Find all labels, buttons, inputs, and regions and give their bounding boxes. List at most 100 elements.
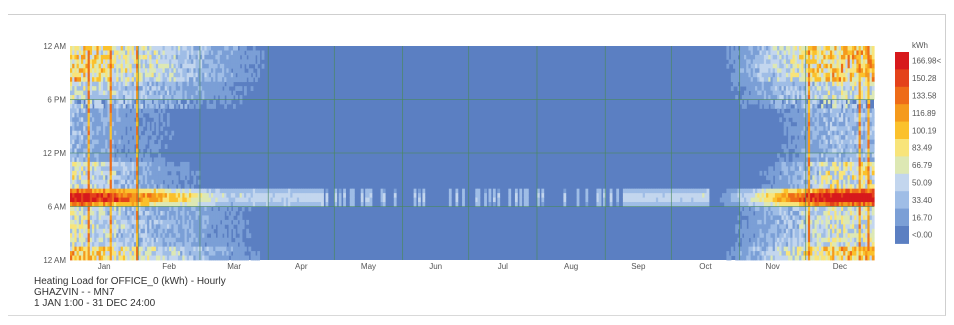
heatmap-cell bbox=[763, 103, 767, 109]
heatmap-cell bbox=[305, 202, 309, 207]
heatmap-cell bbox=[78, 251, 82, 256]
heatmap-cell bbox=[96, 117, 100, 123]
heatmap-cell bbox=[796, 170, 800, 176]
heatmap-cell bbox=[70, 139, 73, 145]
heatmap-cell bbox=[78, 86, 82, 91]
heatmap-cell bbox=[779, 59, 783, 65]
heatmap-cell bbox=[171, 219, 175, 225]
heatmap-cell bbox=[237, 54, 241, 60]
heatmap-cell bbox=[766, 255, 769, 261]
heatmap-cell bbox=[103, 50, 106, 56]
heatmap-cell bbox=[785, 148, 789, 154]
heatmap-cell bbox=[208, 63, 212, 69]
heatmap-cell bbox=[785, 210, 789, 216]
heatmap-cell bbox=[737, 72, 741, 78]
heatmap-cell bbox=[175, 228, 179, 234]
heatmap-cell bbox=[772, 50, 776, 56]
heatmap-cell bbox=[136, 95, 139, 100]
heatmap-cell bbox=[140, 86, 144, 91]
heatmap-cell bbox=[633, 193, 637, 198]
heatmap-cell bbox=[818, 175, 822, 181]
heatmap-cell bbox=[807, 46, 811, 51]
heatmap-cell bbox=[805, 228, 809, 234]
heatmap-cell bbox=[233, 251, 236, 256]
heatmap-cell bbox=[750, 197, 754, 203]
heatmap-cell bbox=[255, 50, 258, 56]
heatmap-cell bbox=[233, 202, 236, 207]
heatmap-cell bbox=[151, 68, 155, 74]
heatmap-cell bbox=[221, 242, 225, 248]
heatmap-cell bbox=[757, 46, 761, 51]
heatmap-cell bbox=[184, 59, 188, 65]
heatmap-cell bbox=[224, 237, 227, 243]
heatmap-cell bbox=[810, 148, 813, 154]
heatmap-cell bbox=[693, 197, 697, 203]
heatmap-cell bbox=[757, 77, 761, 83]
heatmap-cell bbox=[107, 242, 111, 248]
heatmap-cell bbox=[144, 237, 148, 243]
heatmap-cell bbox=[805, 166, 809, 172]
heatmap-cell bbox=[208, 224, 212, 230]
heatmap-cell bbox=[781, 197, 785, 203]
heatmap-cell bbox=[750, 59, 754, 65]
heatmap-cell bbox=[655, 188, 659, 194]
heatmap-cell bbox=[682, 202, 686, 207]
heatmap-cell bbox=[757, 54, 761, 60]
heatmap-cell bbox=[136, 117, 139, 123]
heatmap-cell bbox=[744, 68, 747, 74]
heatmap-cell bbox=[158, 202, 161, 207]
heatmap-cell bbox=[230, 63, 234, 69]
heatmap-cell bbox=[241, 50, 245, 56]
heatmap-cell bbox=[171, 86, 175, 91]
heatmap-cell bbox=[228, 188, 232, 194]
heatmap-cell bbox=[799, 139, 802, 145]
heatmap-cell bbox=[162, 193, 166, 198]
heatmap-cell bbox=[151, 108, 155, 114]
heatmap-cell bbox=[171, 99, 175, 105]
heatmap-cell bbox=[757, 251, 761, 256]
heatmap-cell bbox=[766, 99, 769, 105]
heatmap-cell bbox=[625, 193, 628, 198]
heatmap-cell bbox=[783, 210, 787, 216]
heatmap-cell bbox=[109, 210, 113, 216]
heatmap-cell bbox=[94, 117, 98, 123]
heatmap-cell bbox=[100, 170, 104, 176]
heatmap-cell bbox=[228, 237, 232, 243]
heatmap-cell bbox=[785, 112, 789, 118]
heatmap-cell bbox=[193, 242, 197, 248]
heatmap-cell bbox=[118, 68, 122, 74]
heatmap-cell bbox=[788, 175, 791, 181]
heatmap-cell bbox=[766, 242, 769, 248]
heatmap-cell bbox=[98, 86, 102, 91]
heatmap-cell bbox=[111, 68, 115, 74]
heatmap-cell bbox=[131, 72, 135, 78]
heatmap-cell bbox=[94, 148, 98, 154]
heatmap-cell bbox=[74, 251, 78, 256]
heatmap-cell bbox=[103, 188, 106, 194]
heatmap-cell bbox=[766, 215, 769, 221]
heatmap-cell bbox=[766, 206, 769, 212]
heatmap-cell bbox=[81, 188, 84, 194]
heatmap-cell bbox=[812, 81, 816, 87]
heatmap-cell bbox=[735, 95, 739, 100]
heatmap-cell bbox=[219, 59, 223, 65]
heatmap-cell bbox=[796, 103, 800, 109]
heatmap-cell bbox=[96, 210, 100, 216]
heatmap-cell bbox=[783, 251, 787, 256]
heatmap-cell bbox=[741, 197, 745, 203]
heatmap-cell bbox=[129, 215, 133, 221]
heatmap-cell bbox=[105, 86, 109, 91]
heatmap-cell bbox=[72, 251, 75, 256]
heatmap-cell bbox=[70, 175, 73, 181]
heatmap-cell bbox=[210, 219, 214, 225]
heatmap-cell bbox=[193, 175, 197, 181]
heatmap-cell bbox=[744, 206, 747, 212]
heatmap-cell bbox=[805, 153, 809, 158]
heatmap-cell bbox=[186, 166, 190, 172]
heatmap-cell bbox=[750, 237, 754, 243]
heatmap-cell bbox=[166, 72, 170, 78]
heatmap-cell bbox=[149, 95, 153, 100]
heatmap-cell bbox=[92, 135, 95, 141]
heatmap-cell bbox=[96, 233, 100, 239]
